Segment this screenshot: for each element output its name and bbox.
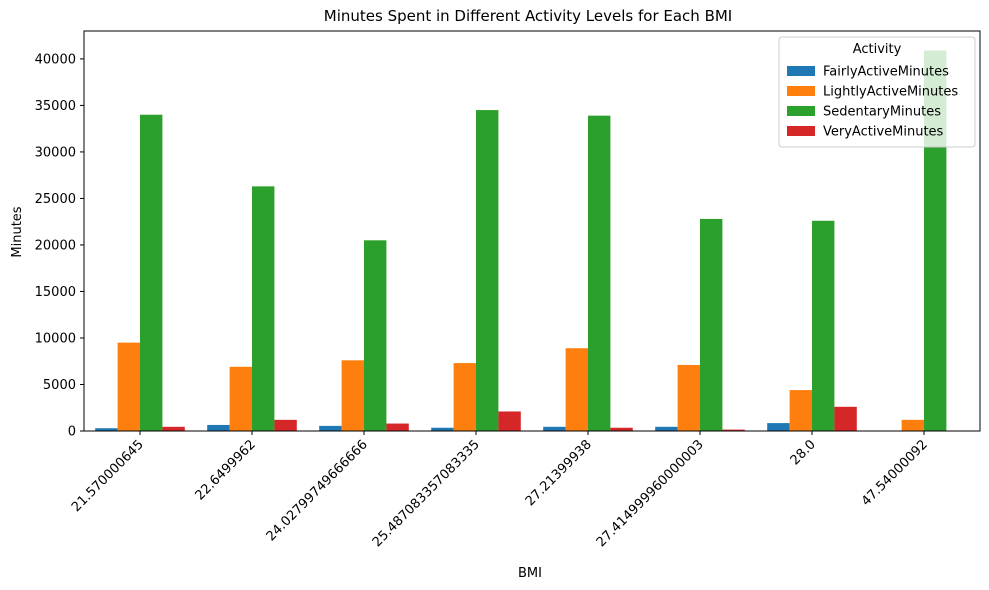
plot-frame [83,30,981,432]
bar-sedentary-minutes-6 [812,220,835,431]
bar-very-active-minutes-3 [498,411,521,431]
y-tick-label: 5000 [43,378,76,393]
bars-group [95,50,947,432]
legend-swatch-sedentary-minutes [787,106,815,116]
y-axis: 0 5000 10000 15000 20000 25000 30000 35000 40000 [35,52,84,440]
y-tick-label: 10000 [35,331,76,346]
bar-fairly-active-minutes-1 [207,424,230,431]
legend-label-lightly-active-minutes: LightlyActiveMinutes [823,85,958,100]
bar-sedentary-minutes-0 [140,114,163,431]
x-tick-label: 22.6499962 [193,437,259,503]
legend-title: Activity [853,42,902,57]
bar-fairly-active-minutes-0 [95,428,118,431]
x-tick-label: 47.54000092 [859,437,931,509]
bar-lightly-active-minutes-7 [901,419,924,431]
y-tick-label: 25000 [35,192,76,207]
bar-sedentary-minutes-3 [476,110,499,432]
bar-sedentary-minutes-4 [588,115,611,432]
x-axis-label: BMI [518,566,542,581]
x-tick-label: 27.414999960000003 [594,437,707,550]
bar-very-active-minutes-4 [610,427,633,431]
bar-very-active-minutes-0 [162,426,185,431]
x-tick-label: 21.570000645 [69,437,147,515]
y-tick-label: 0 [68,425,76,440]
legend-swatch-fairly-active-minutes [787,66,815,76]
chart-title: Minutes Spent in Different Activity Leve… [324,7,732,25]
y-tick-label: 20000 [35,238,76,253]
x-axis: 21.570000645 22.6499962 24.02799749666666 2… [69,431,931,550]
legend-swatch-very-active-minutes [787,126,815,136]
bar-lightly-active-minutes-4 [565,348,588,431]
bar-fairly-active-minutes-5 [655,426,678,431]
y-axis-label: Minutes [10,206,25,257]
bar-sedentary-minutes-2 [364,240,387,431]
bar-fairly-active-minutes-3 [431,427,454,431]
y-tick-label: 40000 [35,52,76,67]
x-tick-label: 25.487083357083335 [370,437,483,550]
y-tick-label: 35000 [35,99,76,114]
legend: Activity FairlyActiveMinutes LightlyActive… [778,36,976,148]
bar-fairly-active-minutes-4 [543,426,566,431]
bar-sedentary-minutes-1 [252,186,275,431]
bar-very-active-minutes-6 [834,406,857,431]
x-tick-label: 27.21399938 [523,437,595,509]
bar-lightly-active-minutes-2 [341,360,364,431]
x-tick-label: 28.0 [788,437,819,468]
legend-box [778,36,976,148]
bar-sedentary-minutes-5 [700,218,723,431]
y-tick-label: 30000 [35,145,76,160]
bar-lightly-active-minutes-5 [677,364,700,431]
x-tick-label: 24.02799749666666 [264,437,371,544]
bar-lightly-active-minutes-6 [789,390,812,431]
bar-very-active-minutes-2 [386,423,409,431]
y-tick-label: 15000 [35,285,76,300]
bar-lightly-active-minutes-0 [117,342,140,431]
bar-fairly-active-minutes-2 [319,425,342,431]
legend-swatch-lightly-active-minutes [787,86,815,96]
legend-label-very-active-minutes: VeryActiveMinutes [823,125,944,140]
bar-very-active-minutes-5 [722,429,745,431]
bar-fairly-active-minutes-6 [767,423,790,431]
bar-lightly-active-minutes-1 [229,366,252,431]
legend-label-sedentary-minutes: SedentaryMinutes [823,105,941,120]
bar-very-active-minutes-1 [274,419,297,431]
legend-label-fairly-active-minutes: FairlyActiveMinutes [823,65,949,80]
bar-lightly-active-minutes-3 [453,363,476,431]
